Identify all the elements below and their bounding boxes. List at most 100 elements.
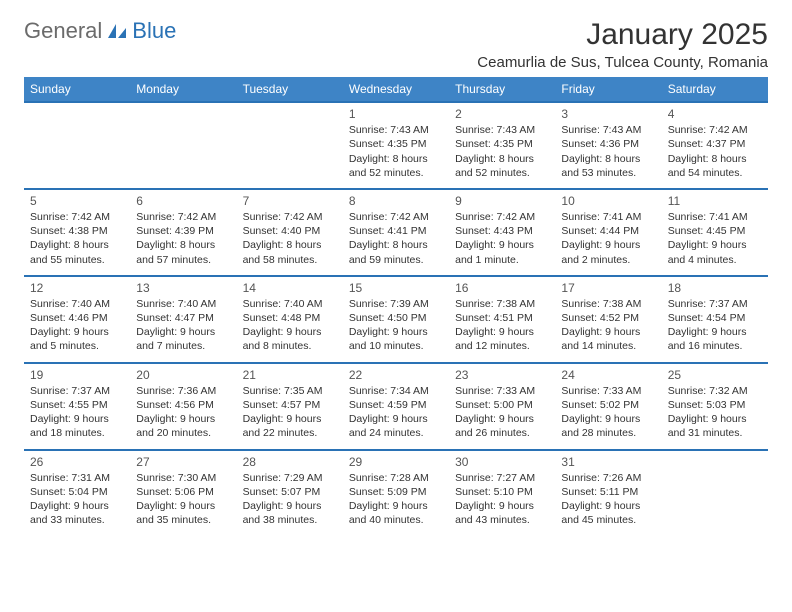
calendar-cell: 7Sunrise: 7:42 AMSunset: 4:40 PMDaylight… xyxy=(237,189,343,276)
sunset-text: Sunset: 4:47 PM xyxy=(136,311,230,325)
day-number: 9 xyxy=(455,193,549,209)
calendar-cell: 28Sunrise: 7:29 AMSunset: 5:07 PMDayligh… xyxy=(237,450,343,536)
sunset-text: Sunset: 4:56 PM xyxy=(136,398,230,412)
sunset-text: Sunset: 4:43 PM xyxy=(455,224,549,238)
daylight-text: and 28 minutes. xyxy=(561,426,655,440)
daylight-text: and 31 minutes. xyxy=(668,426,762,440)
header: General Blue January 2025 Ceamurlia de S… xyxy=(24,18,768,71)
sunset-text: Sunset: 4:35 PM xyxy=(349,137,443,151)
daylight-text: and 10 minutes. xyxy=(349,339,443,353)
daylight-text: and 4 minutes. xyxy=(668,253,762,267)
calendar-cell: 11Sunrise: 7:41 AMSunset: 4:45 PMDayligh… xyxy=(662,189,768,276)
calendar-cell: 30Sunrise: 7:27 AMSunset: 5:10 PMDayligh… xyxy=(449,450,555,536)
day-number: 28 xyxy=(243,454,337,470)
sunset-text: Sunset: 5:09 PM xyxy=(349,485,443,499)
daylight-text: Daylight: 9 hours xyxy=(561,412,655,426)
daylight-text: Daylight: 9 hours xyxy=(349,325,443,339)
daylight-text: Daylight: 8 hours xyxy=(455,152,549,166)
sunrise-text: Sunrise: 7:42 AM xyxy=(455,210,549,224)
calendar-cell: 26Sunrise: 7:31 AMSunset: 5:04 PMDayligh… xyxy=(24,450,130,536)
daylight-text: Daylight: 9 hours xyxy=(455,325,549,339)
sunrise-text: Sunrise: 7:39 AM xyxy=(349,297,443,311)
sunset-text: Sunset: 4:37 PM xyxy=(668,137,762,151)
day-number: 10 xyxy=(561,193,655,209)
daylight-text: Daylight: 9 hours xyxy=(243,499,337,513)
sunset-text: Sunset: 4:45 PM xyxy=(668,224,762,238)
day-number: 17 xyxy=(561,280,655,296)
sunset-text: Sunset: 4:39 PM xyxy=(136,224,230,238)
daylight-text: and 7 minutes. xyxy=(136,339,230,353)
sunrise-text: Sunrise: 7:37 AM xyxy=(668,297,762,311)
calendar-cell: 3Sunrise: 7:43 AMSunset: 4:36 PMDaylight… xyxy=(555,102,661,189)
daylight-text: and 53 minutes. xyxy=(561,166,655,180)
day-number: 12 xyxy=(30,280,124,296)
title-block: January 2025 Ceamurlia de Sus, Tulcea Co… xyxy=(477,18,768,71)
day-number: 11 xyxy=(668,193,762,209)
weekday-header: Sunday xyxy=(24,77,130,102)
calendar-cell: 5Sunrise: 7:42 AMSunset: 4:38 PMDaylight… xyxy=(24,189,130,276)
sunset-text: Sunset: 4:35 PM xyxy=(455,137,549,151)
calendar-cell: 4Sunrise: 7:42 AMSunset: 4:37 PMDaylight… xyxy=(662,102,768,189)
calendar-week-row: 12Sunrise: 7:40 AMSunset: 4:46 PMDayligh… xyxy=(24,276,768,363)
day-number: 13 xyxy=(136,280,230,296)
day-number: 30 xyxy=(455,454,549,470)
day-number: 24 xyxy=(561,367,655,383)
daylight-text: and 38 minutes. xyxy=(243,513,337,527)
day-number: 1 xyxy=(349,106,443,122)
calendar-cell: 23Sunrise: 7:33 AMSunset: 5:00 PMDayligh… xyxy=(449,363,555,450)
calendar-cell: 9Sunrise: 7:42 AMSunset: 4:43 PMDaylight… xyxy=(449,189,555,276)
day-number: 19 xyxy=(30,367,124,383)
daylight-text: Daylight: 8 hours xyxy=(30,238,124,252)
daylight-text: Daylight: 9 hours xyxy=(136,412,230,426)
sunrise-text: Sunrise: 7:41 AM xyxy=(668,210,762,224)
sunrise-text: Sunrise: 7:43 AM xyxy=(455,123,549,137)
day-number: 7 xyxy=(243,193,337,209)
daylight-text: Daylight: 9 hours xyxy=(136,325,230,339)
day-number: 8 xyxy=(349,193,443,209)
calendar-cell: 19Sunrise: 7:37 AMSunset: 4:55 PMDayligh… xyxy=(24,363,130,450)
daylight-text: and 43 minutes. xyxy=(455,513,549,527)
calendar-cell: 25Sunrise: 7:32 AMSunset: 5:03 PMDayligh… xyxy=(662,363,768,450)
sunset-text: Sunset: 5:07 PM xyxy=(243,485,337,499)
day-number: 16 xyxy=(455,280,549,296)
sunrise-text: Sunrise: 7:33 AM xyxy=(455,384,549,398)
daylight-text: Daylight: 9 hours xyxy=(455,238,549,252)
day-number: 6 xyxy=(136,193,230,209)
calendar-cell-empty xyxy=(662,450,768,536)
weekday-header: Thursday xyxy=(449,77,555,102)
daylight-text: Daylight: 9 hours xyxy=(30,412,124,426)
daylight-text: Daylight: 9 hours xyxy=(30,499,124,513)
sunset-text: Sunset: 4:40 PM xyxy=(243,224,337,238)
daylight-text: and 26 minutes. xyxy=(455,426,549,440)
daylight-text: and 20 minutes. xyxy=(136,426,230,440)
calendar-cell: 8Sunrise: 7:42 AMSunset: 4:41 PMDaylight… xyxy=(343,189,449,276)
daylight-text: and 54 minutes. xyxy=(668,166,762,180)
calendar-cell: 22Sunrise: 7:34 AMSunset: 4:59 PMDayligh… xyxy=(343,363,449,450)
sunset-text: Sunset: 5:10 PM xyxy=(455,485,549,499)
calendar-cell: 10Sunrise: 7:41 AMSunset: 4:44 PMDayligh… xyxy=(555,189,661,276)
day-number: 25 xyxy=(668,367,762,383)
daylight-text: and 14 minutes. xyxy=(561,339,655,353)
daylight-text: Daylight: 9 hours xyxy=(668,412,762,426)
sunset-text: Sunset: 5:04 PM xyxy=(30,485,124,499)
sunset-text: Sunset: 4:44 PM xyxy=(561,224,655,238)
daylight-text: Daylight: 9 hours xyxy=(455,499,549,513)
daylight-text: and 45 minutes. xyxy=(561,513,655,527)
sunrise-text: Sunrise: 7:43 AM xyxy=(561,123,655,137)
daylight-text: and 55 minutes. xyxy=(30,253,124,267)
sunrise-text: Sunrise: 7:40 AM xyxy=(30,297,124,311)
weekday-header: Monday xyxy=(130,77,236,102)
daylight-text: Daylight: 8 hours xyxy=(136,238,230,252)
daylight-text: and 12 minutes. xyxy=(455,339,549,353)
daylight-text: and 22 minutes. xyxy=(243,426,337,440)
sunrise-text: Sunrise: 7:38 AM xyxy=(561,297,655,311)
weekday-header-row: SundayMondayTuesdayWednesdayThursdayFrid… xyxy=(24,77,768,102)
sunset-text: Sunset: 4:55 PM xyxy=(30,398,124,412)
sunrise-text: Sunrise: 7:36 AM xyxy=(136,384,230,398)
sunset-text: Sunset: 4:48 PM xyxy=(243,311,337,325)
calendar-cell-empty xyxy=(130,102,236,189)
daylight-text: Daylight: 8 hours xyxy=(349,152,443,166)
calendar-cell-empty xyxy=(24,102,130,189)
month-title: January 2025 xyxy=(477,18,768,52)
calendar-cell: 18Sunrise: 7:37 AMSunset: 4:54 PMDayligh… xyxy=(662,276,768,363)
